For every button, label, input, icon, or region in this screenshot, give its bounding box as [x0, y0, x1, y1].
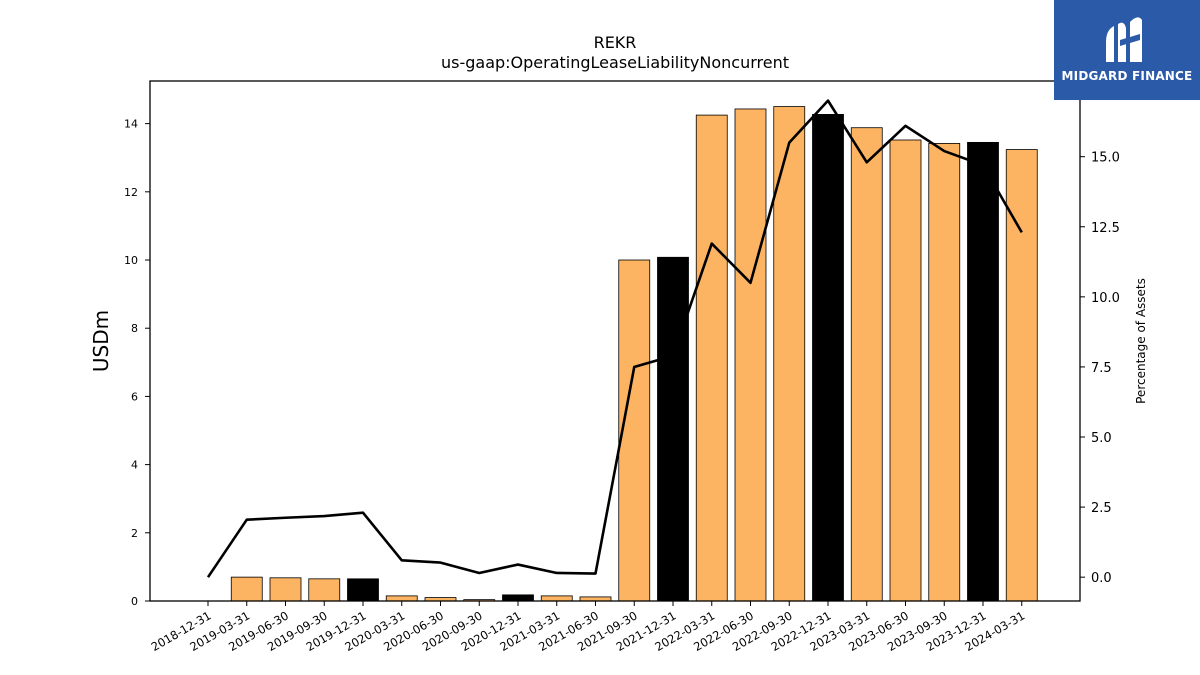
bar-2023-12-31: [967, 141, 999, 602]
bar-2020-12-31: [502, 594, 534, 602]
bar-2022-03-31: [695, 114, 728, 602]
y-tick-label: 0: [131, 595, 138, 608]
bar-2023-03-31: [850, 127, 883, 602]
y-tick-label: 12: [124, 186, 138, 199]
bar-2022-12-31: [812, 114, 844, 602]
bar-2023-09-30: [928, 142, 961, 602]
bar-2021-09-30: [618, 259, 651, 602]
y-tick-label: 4: [131, 459, 138, 472]
bar-2022-06-30: [734, 108, 767, 602]
y2-tick-label: 15.0: [1091, 151, 1120, 166]
brand-name: MIDGARD FINANCE: [1061, 69, 1193, 83]
bar-2019-09-30: [308, 578, 341, 602]
y-tick-label: 2: [131, 527, 138, 540]
y-tick-label: 10: [124, 254, 138, 267]
bar-2020-03-31: [385, 595, 418, 602]
bar-2021-03-31: [540, 595, 573, 602]
y-tick-label: 14: [124, 118, 138, 131]
y-tick-label: 6: [131, 390, 138, 403]
y2-tick-label: 7.5: [1091, 361, 1112, 376]
midgard-logo-icon: [1106, 17, 1142, 63]
bar-2019-03-31: [230, 576, 263, 602]
y2-tick-label: 2.5: [1091, 501, 1112, 516]
bars-layer: [230, 106, 1038, 602]
plot-frame: [149, 80, 1081, 602]
y2-tick-label: 0.0: [1091, 571, 1112, 586]
bar-2021-12-31: [657, 256, 689, 602]
y2-tick-label: 12.5: [1091, 221, 1120, 236]
brand-logo: MIDGARD FINANCE: [1054, 0, 1200, 100]
y2-axis-label: Percentage of Assets: [1134, 278, 1148, 404]
y-tick-label: 8: [131, 322, 138, 335]
chart-title: REKR: [594, 33, 637, 52]
bar-2019-12-31: [347, 578, 379, 602]
chart-subtitle: us-gaap:OperatingLeaseLiabilityNoncurren…: [441, 53, 789, 72]
y-axis-label: USDm: [89, 310, 113, 372]
percentage-line: [206, 99, 1023, 578]
y2-tick-label: 10.0: [1091, 291, 1120, 306]
y2-tick-label: 5.0: [1091, 431, 1112, 446]
line-layer: [206, 99, 1023, 578]
bar-2024-03-31: [1005, 149, 1038, 602]
bar-2023-06-30: [889, 139, 922, 602]
bar-2019-06-30: [269, 577, 302, 602]
